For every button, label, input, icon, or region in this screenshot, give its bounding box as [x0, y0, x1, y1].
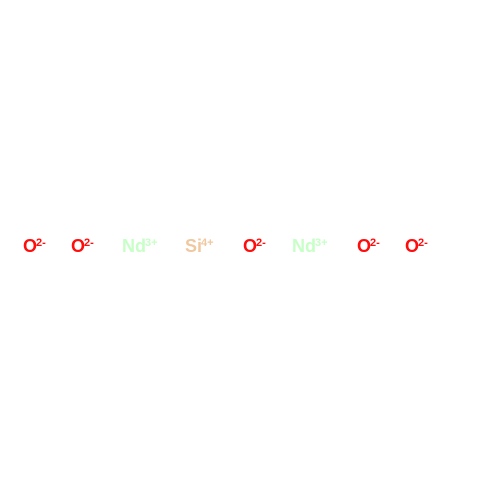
ion-nd-5: Nd3+	[292, 236, 328, 257]
ion-element: O	[23, 236, 37, 256]
ion-nd-2: Nd3+	[122, 236, 158, 257]
ion-element: O	[243, 236, 257, 256]
ion-charge: 2-	[36, 237, 46, 249]
ion-charge: 3+	[145, 237, 158, 249]
ion-charge: 2-	[256, 237, 266, 249]
ion-o-4: O2-	[243, 236, 266, 257]
ion-si-3: Si4+	[185, 236, 214, 257]
ion-charge: 2-	[84, 237, 94, 249]
ion-element: Nd	[122, 236, 146, 256]
ion-o-6: O2-	[357, 236, 380, 257]
ion-charge: 4+	[201, 237, 214, 249]
ion-charge: 3+	[315, 237, 328, 249]
ion-o-7: O2-	[405, 236, 428, 257]
ion-element: O	[405, 236, 419, 256]
ion-element: O	[357, 236, 371, 256]
ion-o-0: O2-	[23, 236, 46, 257]
ion-charge: 2-	[370, 237, 380, 249]
ion-charge: 2-	[418, 237, 428, 249]
ion-o-1: O2-	[71, 236, 94, 257]
ion-element: Nd	[292, 236, 316, 256]
ion-element: Si	[185, 236, 202, 256]
ion-element: O	[71, 236, 85, 256]
